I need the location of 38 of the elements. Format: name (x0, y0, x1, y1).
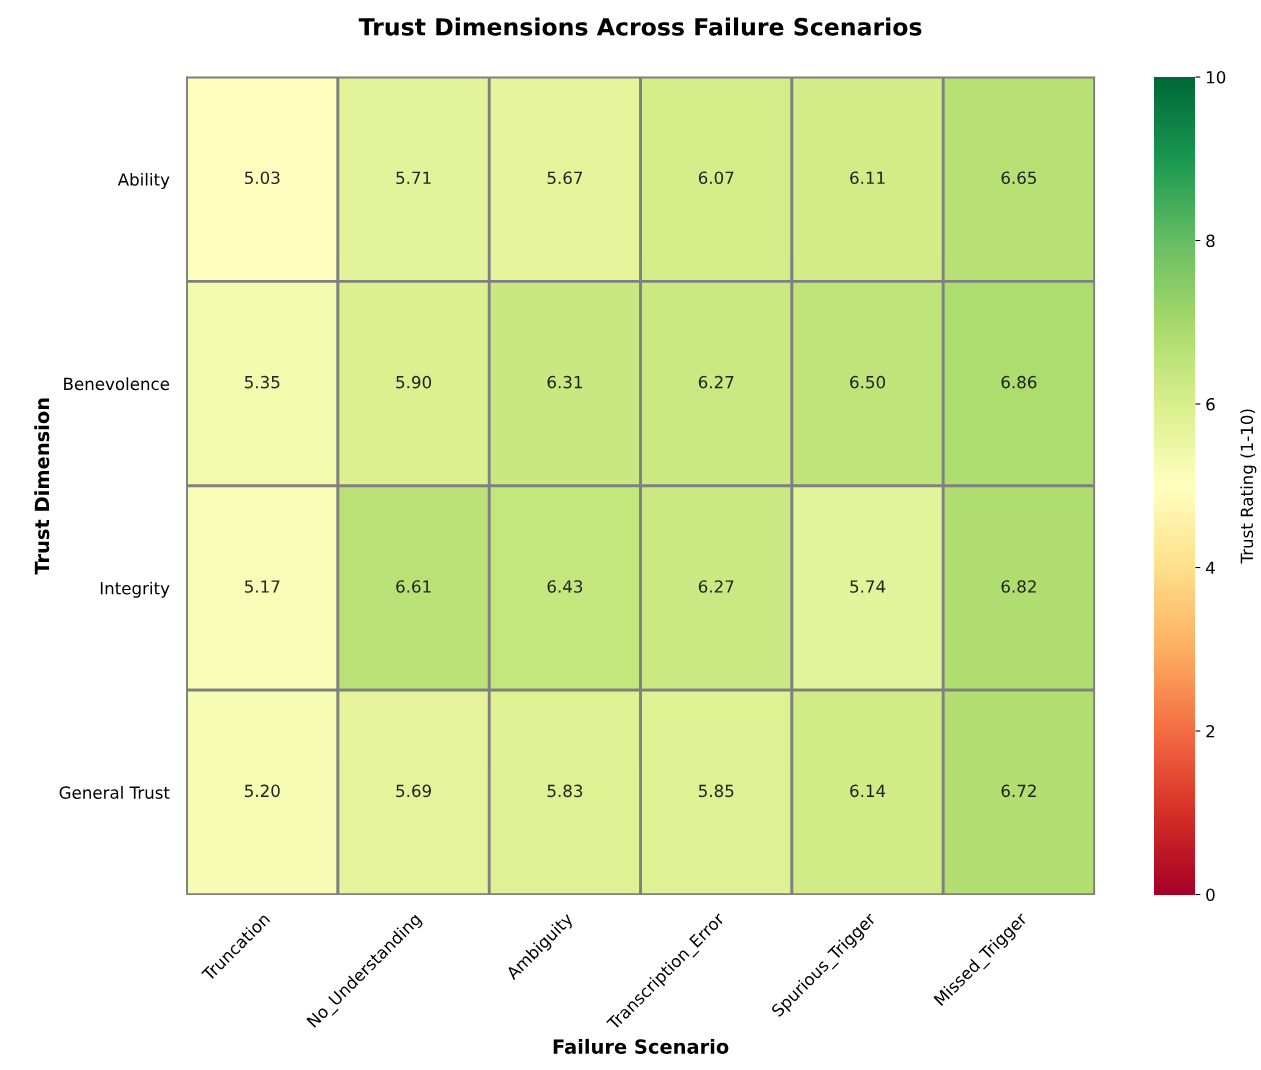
data-label: 6.50 (850, 375, 886, 389)
data-label: 5.71 (396, 171, 431, 185)
color-bar-label: 10 (1206, 71, 1226, 84)
color-bar-title: Trust Rating (1-10) (1240, 409, 1257, 564)
y-tick-label: Benevolence (64, 377, 170, 391)
data-label: 6.86 (1001, 375, 1037, 389)
data-label: 5.67 (547, 171, 583, 185)
data-label: 6.14 (850, 784, 886, 798)
color-bar-label: 2 (1206, 724, 1215, 738)
chart-title: Trust Dimensions Across Failure Scenarios (358, 17, 922, 36)
data-label: 5.74 (850, 580, 886, 593)
data-label: 6.27 (698, 375, 734, 389)
data-label: 5.69 (396, 784, 431, 798)
data-label: 5.20 (245, 784, 280, 798)
data-label: 6.31 (547, 375, 582, 389)
color-bar-label: 6 (1206, 397, 1215, 411)
data-label: 5.35 (245, 375, 280, 389)
y-tick-label: Ability (117, 172, 170, 190)
data-label: 6.43 (547, 580, 583, 593)
color-bar-label: 4 (1205, 561, 1215, 574)
data-label: 6.27 (698, 580, 734, 593)
data-label: 6.82 (1001, 580, 1036, 593)
y-axis-title: Trust Dimension (34, 398, 50, 575)
data-label: 6.11 (850, 171, 885, 185)
data-label: 6.61 (396, 580, 431, 593)
y-tick-label: Integrity (100, 581, 170, 598)
color-bar-label: 8 (1206, 234, 1215, 248)
data-label: 5.17 (245, 580, 280, 593)
data-label: 5.90 (396, 375, 432, 389)
color-bar-label: 0 (1206, 888, 1215, 902)
data-label: 5.83 (547, 784, 583, 798)
data-label: 6.65 (1001, 171, 1036, 185)
data-label: 5.85 (698, 784, 734, 798)
data-label: 6.72 (1001, 784, 1036, 798)
data-label: 6.07 (698, 171, 734, 185)
y-tick-label: General Trust (59, 786, 170, 799)
x-axis-title: Failure Scenario (553, 1038, 729, 1054)
data-label: 5.03 (245, 171, 280, 185)
